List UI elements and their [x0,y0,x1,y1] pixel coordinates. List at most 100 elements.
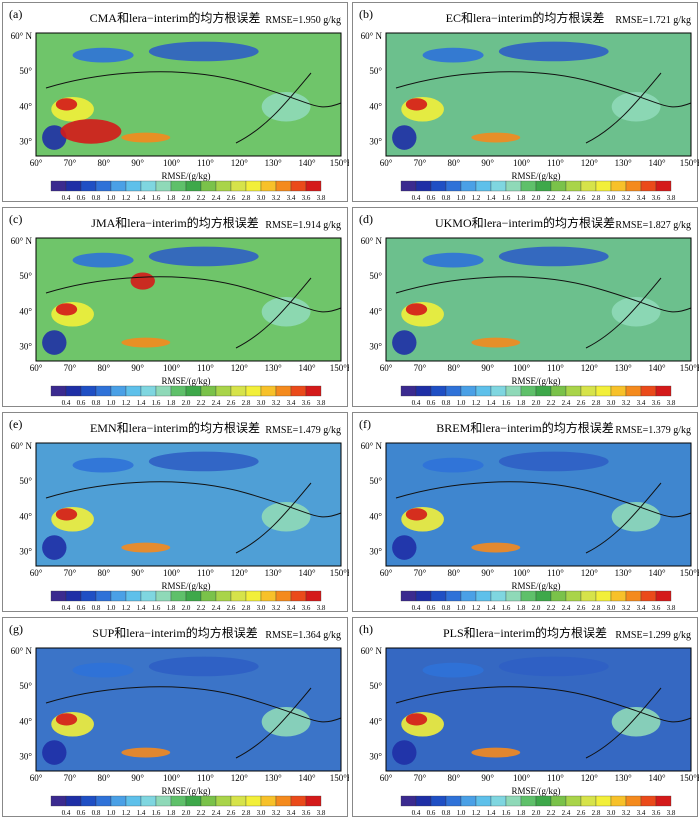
colorbar-swatch [490,795,507,807]
colorbar-tick: 2.4 [212,604,221,612]
colorbar-tick: 1.2 [472,194,481,202]
lon-label: 110° [547,363,564,373]
lon-label: 120° [581,568,599,578]
colorbar-tick: 3.2 [622,399,631,407]
map-region [261,297,311,327]
colorbar-swatch [245,180,262,192]
map-region [471,747,521,758]
colorbar-swatch [505,385,522,397]
lat-label: 40° [369,511,382,521]
map-region [42,740,67,765]
colorbar-swatch [110,180,127,192]
colorbar-swatch [400,590,417,602]
colorbar-tick: 3.0 [607,399,616,407]
colorbar-tick: 2.0 [532,809,541,817]
colorbar-swatch [430,795,447,807]
colorbar-swatch [400,795,417,807]
map-panel: 60° 70° 80° 90° 100° 110° 120° 130° 140° 150°E 60°… [352,412,699,612]
map-frame [385,647,692,772]
lon-label: 120° [231,158,249,168]
map-panel: 60° 70° 80° 90° 100° 110° 120° 130° 140° 150°E 60°… [352,2,699,202]
colorbar-tick: 3.4 [637,399,646,407]
colorbar-tick: 2.0 [532,194,541,202]
colorbar-tick: 2.4 [212,194,221,202]
colorbar-swatch [245,590,262,602]
colorbar-swatch [625,795,642,807]
colorbar-tick: 3.4 [287,604,296,612]
colorbar-tick: 1.0 [107,399,116,407]
colorbar-tick: 2.8 [592,399,601,407]
colorbar-tick: 3.6 [302,604,311,612]
colorbar-swatch [625,385,642,397]
map-region [55,303,78,316]
colorbar-swatch [185,795,202,807]
colorbar-swatch [565,385,582,397]
map-region [121,337,171,348]
colorbar-tick: 3.8 [667,604,676,612]
map-region [422,457,484,473]
lon-label: 80° [447,158,460,168]
colorbar-tick: 2.0 [182,604,191,612]
colorbar-swatch [610,795,627,807]
colorbar-swatch [185,590,202,602]
map-frame [35,32,342,157]
colorbar-label: RMSE/(g/kg) [511,376,560,386]
colorbar-swatch [110,385,127,397]
panel-title: SUP和lera−interim的均方根误差 [92,626,258,640]
colorbar-tick: 0.6 [427,604,436,612]
lon-label: 150°E [680,568,699,578]
lon-label: 90° [481,158,494,168]
map-region [72,457,134,473]
colorbar-swatch [215,180,232,192]
colorbar-swatch [215,590,232,602]
colorbar-swatch [595,795,612,807]
lon-label: 120° [231,773,249,783]
colorbar-tick: 3.8 [667,399,676,407]
colorbar-swatch [580,385,597,397]
colorbar-swatch [550,795,567,807]
colorbar-tick: 3.0 [257,399,266,407]
colorbar-tick: 2.4 [212,399,221,407]
colorbar-tick: 1.2 [472,604,481,612]
colorbar-tick: 3.0 [257,604,266,612]
map-region [148,246,259,267]
colorbar-swatch [430,385,447,397]
colorbar-swatch [230,180,247,192]
map-region [261,502,311,532]
map-frame [385,237,692,362]
map-svg: 60° 70° 80° 90° 100° 110° 120° 130° 140° 150°E 60°… [11,646,349,817]
lon-label: 90° [131,568,144,578]
colorbar-tick: 0.8 [442,194,451,202]
colorbar-swatch [110,590,127,602]
map-region [60,119,122,144]
colorbar-swatch [50,385,67,397]
colorbar-swatch [565,590,582,602]
colorbar-swatch [215,385,232,397]
colorbar-tick: 2.8 [242,194,251,202]
map-region [498,451,609,472]
lon-label: 150°E [680,158,699,168]
colorbar-swatch [65,590,82,602]
colorbar-tick: 2.0 [532,604,541,612]
map-region [261,707,311,737]
map-region [148,656,259,677]
lat-label: 60° N [361,441,383,451]
lat-label: 50° [19,271,32,281]
colorbar-label: RMSE/(g/kg) [161,581,210,591]
colorbar-tick: 1.4 [137,194,146,202]
coastline [395,71,692,144]
lon-label: 120° [231,568,249,578]
colorbar-swatch [260,180,277,192]
colorbar-swatch [505,180,522,192]
colorbar-swatch [140,590,157,602]
lon-label: 90° [481,568,494,578]
map-svg: 60° 70° 80° 90° 100° 110° 120° 130° 140° 150°E 60°… [361,646,699,817]
colorbar-tick: 0.4 [412,194,421,202]
map-region [72,47,134,63]
colorbar-tick: 2.8 [592,604,601,612]
colorbar-swatch [110,795,127,807]
map-region [611,707,661,737]
lon-label: 110° [197,363,214,373]
colorbar-tick: 3.2 [622,194,631,202]
colorbar-swatch [125,795,142,807]
